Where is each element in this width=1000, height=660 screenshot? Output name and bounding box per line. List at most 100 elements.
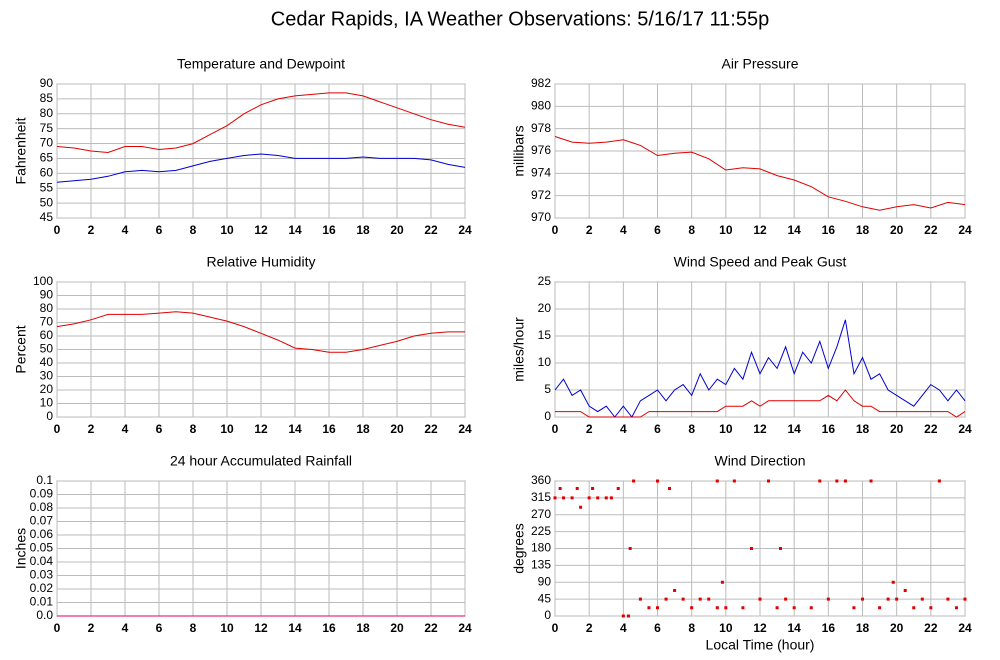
x-tick-label: 2 [586,422,593,436]
y-tick-label: 0.05 [30,541,54,555]
x-tick-label: 14 [787,621,801,635]
y-tick-label: 90 [538,574,552,588]
y-tick-label: 970 [531,210,551,224]
x-tick-label: 24 [458,621,472,635]
data-line [56,311,465,353]
data-point [638,597,642,601]
x-tick-label: 18 [856,223,870,237]
x-tick-label: 2 [88,621,95,635]
y-tick-label: 135 [531,558,551,572]
y-axis-label: miles/hour [511,317,527,382]
y-tick-label: 978 [531,121,551,135]
data-point [929,606,933,610]
y-tick-label: 0.0 [36,608,53,622]
x-tick-label: 10 [220,422,234,436]
data-point [579,505,583,509]
y-tick-label: 10 [40,396,54,410]
x-tick-label: 12 [254,223,268,237]
x-tick-label: 8 [190,223,197,237]
x-tick-label: 16 [322,621,336,635]
x-tick-label: 14 [288,621,302,635]
y-tick-label: 315 [531,490,551,504]
x-tick-label: 12 [753,621,767,635]
x-tick-label: 4 [620,223,627,237]
data-point [616,487,620,490]
data-point [715,479,719,483]
data-point [724,606,728,610]
x-axis-label: Local Time (hour) [706,637,815,653]
data-point [920,597,924,601]
x-tick-label: 4 [620,422,627,436]
x-tick-label: 18 [356,621,370,635]
y-tick-label: 0.01 [30,595,54,609]
data-point [587,496,591,500]
x-tick-label: 16 [822,621,836,635]
x-tick-label: 24 [958,621,972,635]
data-point [767,479,771,483]
data-line [555,389,966,418]
y-tick-label: 15 [538,328,552,342]
y-tick-label: 65 [40,151,54,165]
data-point [818,479,822,483]
y-tick-label: 270 [531,507,551,521]
y-tick-label: 0 [46,409,53,423]
y-tick-label: 75 [40,121,54,135]
y-tick-label: 0.03 [30,568,54,582]
y-tick-label: 0.04 [30,554,54,568]
x-tick-label: 18 [856,621,870,635]
y-tick-label: 55 [40,180,54,194]
x-tick-label: 10 [220,223,234,237]
data-point [681,597,685,601]
y-tick-label: 45 [538,591,552,605]
y-tick-label: 100 [33,274,53,288]
x-tick-label: 4 [122,223,129,237]
data-point [732,479,736,483]
data-point [895,597,899,601]
data-point [749,547,753,550]
x-tick-label: 18 [356,223,370,237]
x-tick-label: 8 [190,621,197,635]
x-tick-label: 22 [924,422,938,436]
y-tick-label: 20 [538,301,552,315]
x-tick-label: 18 [356,422,370,436]
x-tick-label: 12 [254,621,268,635]
data-point [673,589,677,592]
x-tick-label: 8 [688,422,695,436]
y-tick-label: 980 [531,99,551,113]
x-tick-label: 2 [88,223,95,237]
x-tick-label: 2 [586,223,593,237]
x-tick-label: 4 [620,621,627,635]
data-point [562,496,566,500]
y-tick-label: 0.02 [30,581,54,595]
data-point [656,606,659,610]
x-tick-label: 24 [458,223,472,237]
x-tick-label: 16 [322,223,336,237]
y-tick-label: 90 [40,288,54,302]
y-axis-label: Inches [13,528,29,569]
y-tick-label: 360 [531,473,551,487]
x-tick-label: 12 [753,223,767,237]
x-tick-label: 12 [254,422,268,436]
x-tick-label: 6 [156,621,163,635]
x-tick-label: 22 [924,223,938,237]
y-tick-label: 25 [538,274,552,288]
x-tick-label: 10 [719,621,733,635]
data-line [56,92,466,154]
x-tick-label: 8 [190,422,197,436]
x-tick-label: 0 [552,621,559,635]
data-point [891,580,895,584]
data-point [575,487,579,490]
panel-title: Wind Speed and Peak Gust [674,254,847,270]
data-point [792,606,796,610]
x-tick-label: 14 [288,422,302,436]
y-tick-label: 0.1 [36,473,53,487]
panel-title: 24 hour Accumulated Rainfall [170,453,352,469]
data-point [715,606,719,610]
x-tick-label: 24 [958,422,972,436]
x-tick-label: 14 [787,223,801,237]
y-tick-label: 0.06 [30,527,54,541]
x-tick-label: 2 [586,621,593,635]
x-tick-label: 10 [719,422,733,436]
y-axis-label: millibars [511,125,527,176]
